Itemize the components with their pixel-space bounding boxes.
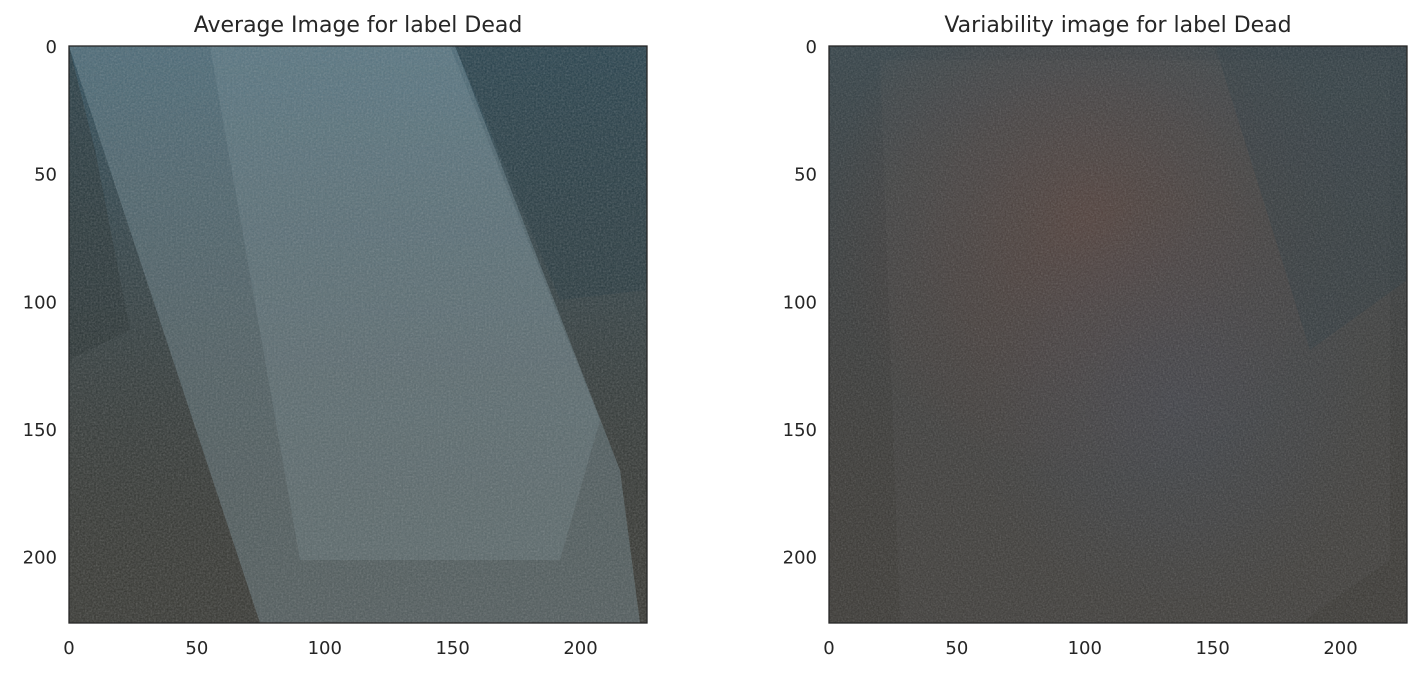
x-tick-label: 200 [1323,638,1357,659]
y-tick-label: 50 [794,165,817,186]
x-tick-label: 50 [185,638,208,659]
panel2-x-ticks: 0 50 100 150 200 [823,638,1357,659]
variability-image-heatmap [829,46,1407,623]
panel2-frame [828,45,1408,624]
x-tick-label: 0 [63,638,74,659]
panel1-x-ticks: 0 50 100 150 200 [63,638,597,659]
y-tick-label: 100 [783,292,817,313]
x-tick-label: 150 [435,638,469,659]
y-tick-label: 100 [23,292,57,313]
panel2-title: Variability image for label Dead [944,13,1291,38]
y-tick-label: 150 [783,420,817,441]
x-tick-label: 200 [563,638,597,659]
x-tick-label: 100 [1068,638,1102,659]
x-tick-label: 150 [1195,638,1229,659]
panel1-title: Average Image for label Dead [194,13,523,38]
y-tick-label: 50 [34,165,57,186]
panel1-y-ticks: 0 50 100 150 200 [23,37,57,569]
variability-image-panel: Variability image for label Dead 0 50 100 1… [783,13,1408,659]
y-tick-label: 0 [806,37,817,58]
average-image-panel: Average Image for label Dead 0 50 100 150 20… [23,13,648,659]
y-tick-label: 0 [46,37,57,58]
y-tick-label: 200 [783,548,817,569]
average-image-heatmap [69,46,647,623]
panel1-frame [68,45,648,624]
y-tick-label: 200 [23,548,57,569]
x-tick-label: 100 [308,638,342,659]
x-tick-label: 50 [945,638,968,659]
panel2-y-ticks: 0 50 100 150 200 [783,37,817,569]
y-tick-label: 150 [23,420,57,441]
x-tick-label: 0 [823,638,834,659]
